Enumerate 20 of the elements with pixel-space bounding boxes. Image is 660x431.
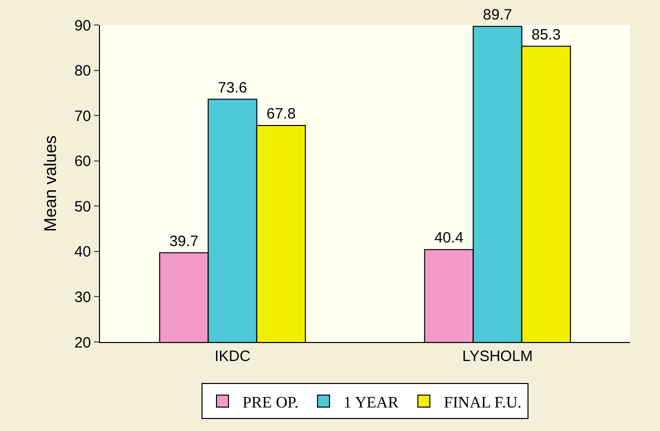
data-label: 39.7 xyxy=(169,232,199,250)
y-axis-title: Mean values xyxy=(41,135,60,232)
y-tick-label: 70 xyxy=(74,108,91,125)
y-tick-label: 60 xyxy=(74,153,91,170)
y-tick-label: 40 xyxy=(74,244,91,261)
y-tick-label: 80 xyxy=(74,62,91,80)
data-label: 89.7 xyxy=(482,6,512,24)
y-tick-label: 20 xyxy=(74,334,91,352)
data-label: 40.4 xyxy=(434,230,464,247)
y-tick-label: 30 xyxy=(74,288,91,306)
legend-label: 1 YEAR xyxy=(344,394,399,412)
x-tick-label: LYSHOLM xyxy=(462,348,533,365)
y-tick-label: 50 xyxy=(74,198,91,216)
data-label: 85.3 xyxy=(531,26,561,44)
data-label: 73.6 xyxy=(218,79,248,96)
y-tick-label: 90 xyxy=(74,17,91,34)
legend-label: PRE OP. xyxy=(242,394,299,412)
legend-label: FINAL F.U. xyxy=(444,394,522,412)
data-label: 67.8 xyxy=(266,106,296,123)
x-tick-label: IKDC xyxy=(214,348,251,365)
